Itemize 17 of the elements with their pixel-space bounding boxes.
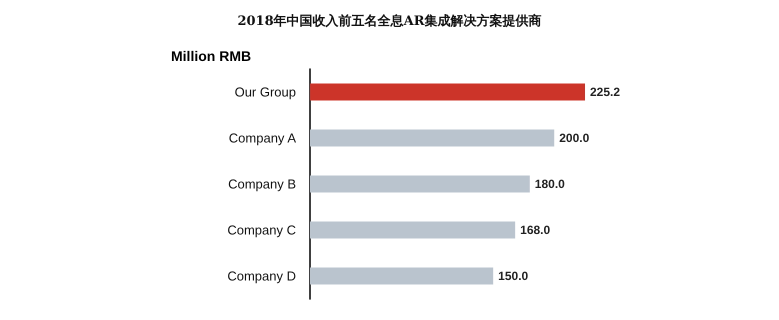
data-label: 200.0	[559, 131, 590, 145]
bar	[310, 268, 494, 284]
y-tick-label: Company A	[228, 130, 296, 146]
bar	[310, 176, 530, 192]
y-tick-label: Company B	[228, 176, 296, 192]
data-label: 150.0	[498, 269, 529, 283]
x-axis-title: Million RMB	[171, 48, 252, 64]
data-label: 168.0	[520, 223, 551, 237]
data-label: 180.0	[534, 177, 566, 191]
y-tick-label: Our Group	[234, 84, 296, 100]
y-tick-label: Company D	[227, 268, 296, 284]
y-tick-label: Company C	[227, 222, 296, 238]
bar	[310, 222, 516, 238]
chart-title: 2018年中国收入前五名全息AR集成解决方案提供商	[237, 13, 542, 29]
bar	[310, 84, 585, 100]
bar	[310, 130, 554, 146]
data-label: 225.2	[590, 85, 620, 99]
